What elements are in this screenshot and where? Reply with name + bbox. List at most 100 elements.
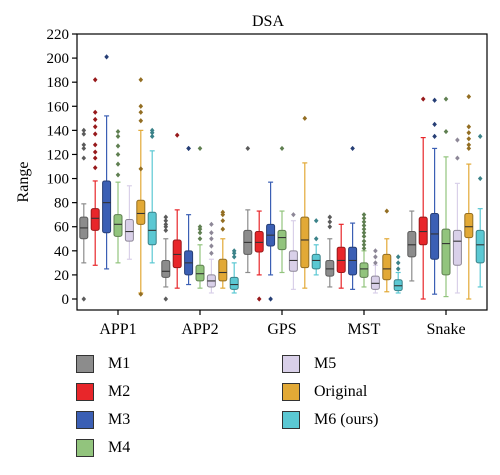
outlier-point xyxy=(361,238,367,244)
legend-item: M2 xyxy=(76,380,130,404)
box-gps-original xyxy=(300,115,310,289)
box-gps-m3 xyxy=(266,181,276,302)
legend-item: M5 xyxy=(282,352,336,376)
outlier-point xyxy=(432,97,437,103)
outlier-point xyxy=(115,172,121,178)
outlier-point xyxy=(220,218,226,224)
box-body xyxy=(441,228,451,276)
box-gps-m1 xyxy=(243,145,253,274)
box-app2-m5 xyxy=(206,221,216,294)
legend-swatch xyxy=(282,355,300,373)
box-body xyxy=(370,275,380,290)
outlier-point xyxy=(92,165,98,171)
y-tick-label: 200 xyxy=(47,51,70,67)
box-body xyxy=(348,246,358,276)
box-body xyxy=(147,211,157,246)
box-body xyxy=(325,259,335,277)
box-body xyxy=(90,208,100,231)
outlier-point xyxy=(209,250,214,256)
box-mst-m2 xyxy=(336,223,346,289)
outlier-point xyxy=(373,260,378,266)
box-body xyxy=(475,229,485,264)
box-snake-m1 xyxy=(407,210,417,282)
box-gps-m4 xyxy=(277,145,287,274)
outlier-point xyxy=(231,254,237,260)
outlier-point xyxy=(466,124,472,130)
legend-label: Original xyxy=(314,383,368,400)
box-series-group xyxy=(79,54,485,302)
outlier-point xyxy=(197,224,203,230)
outlier-point xyxy=(186,145,191,152)
outlier-point xyxy=(361,219,367,225)
outlier-point xyxy=(313,236,319,242)
box-app1-m6-ours- xyxy=(147,127,157,264)
outlier-point xyxy=(350,145,355,152)
outlier-point xyxy=(361,233,367,239)
outlier-point xyxy=(138,77,144,83)
outlier-point xyxy=(466,142,472,148)
box-app1-m2 xyxy=(90,77,100,266)
outlier-point xyxy=(432,121,437,127)
outlier-point xyxy=(92,131,98,137)
outlier-point xyxy=(115,128,121,135)
outlier-point xyxy=(466,145,472,152)
outlier-point xyxy=(466,130,472,136)
box-app1-m1 xyxy=(79,127,89,302)
outlier-point xyxy=(395,266,401,272)
outlier-point xyxy=(92,109,98,115)
box-body xyxy=(161,259,171,278)
y-tick-label: 120 xyxy=(47,147,70,163)
box-body xyxy=(430,212,440,260)
outlier-point xyxy=(256,296,262,302)
outlier-point xyxy=(291,212,296,218)
x-axis: APP1 APP2 GPS MST Snake xyxy=(99,310,466,338)
y-tick-label: 220 xyxy=(47,27,70,43)
legend-label: M6 (ours) xyxy=(314,411,379,428)
outlier-point xyxy=(138,166,144,172)
legend-item: M1 xyxy=(76,352,130,376)
box-body xyxy=(407,231,417,258)
y-tick-label: 160 xyxy=(47,99,70,115)
chart-title: DSA xyxy=(252,13,284,30)
outlier-point xyxy=(361,230,367,236)
outlier-point xyxy=(209,243,214,249)
x-tick-label: GPS xyxy=(267,321,296,338)
outlier-point xyxy=(268,296,273,302)
box-body xyxy=(277,229,287,251)
box-app2-original xyxy=(218,209,228,289)
box-body xyxy=(172,239,182,269)
outlier-point xyxy=(104,54,109,60)
box-app2-m6-ours- xyxy=(229,248,239,294)
box-body xyxy=(464,212,474,239)
box-body xyxy=(300,216,310,269)
outlier-point xyxy=(455,137,460,143)
outlier-point xyxy=(81,142,87,148)
outlier-point xyxy=(149,127,155,133)
outlier-point xyxy=(163,227,169,233)
y-axis-label: Range xyxy=(15,162,32,203)
box-app2-m2 xyxy=(172,132,182,289)
outlier-point xyxy=(466,136,472,142)
outlier-point xyxy=(92,116,98,123)
legend-label: M4 xyxy=(108,439,131,456)
outlier-point xyxy=(245,145,251,152)
box-app2-m3 xyxy=(184,145,194,286)
box-app2-m1 xyxy=(161,214,171,302)
box-mst-m3 xyxy=(348,145,358,290)
x-tick-label: APP1 xyxy=(99,321,136,338)
outlier-point xyxy=(92,149,98,155)
box-gps-m5 xyxy=(288,212,298,290)
outlier-point xyxy=(92,155,98,161)
outlier-point xyxy=(115,143,121,149)
box-app1-m4 xyxy=(113,128,123,264)
legend-swatch xyxy=(76,439,94,457)
outlier-point xyxy=(279,145,285,152)
outlier-point xyxy=(115,151,121,158)
box-body xyxy=(113,214,123,237)
box-body xyxy=(382,253,392,281)
chart-canvas: DSA Range 0 20 40 60 80 100 120 140 160 180 200 220… xyxy=(15,13,488,338)
outlier-point xyxy=(209,230,214,236)
outlier-point xyxy=(197,145,203,152)
outlier-point xyxy=(313,218,319,224)
outlier-point xyxy=(149,133,155,139)
